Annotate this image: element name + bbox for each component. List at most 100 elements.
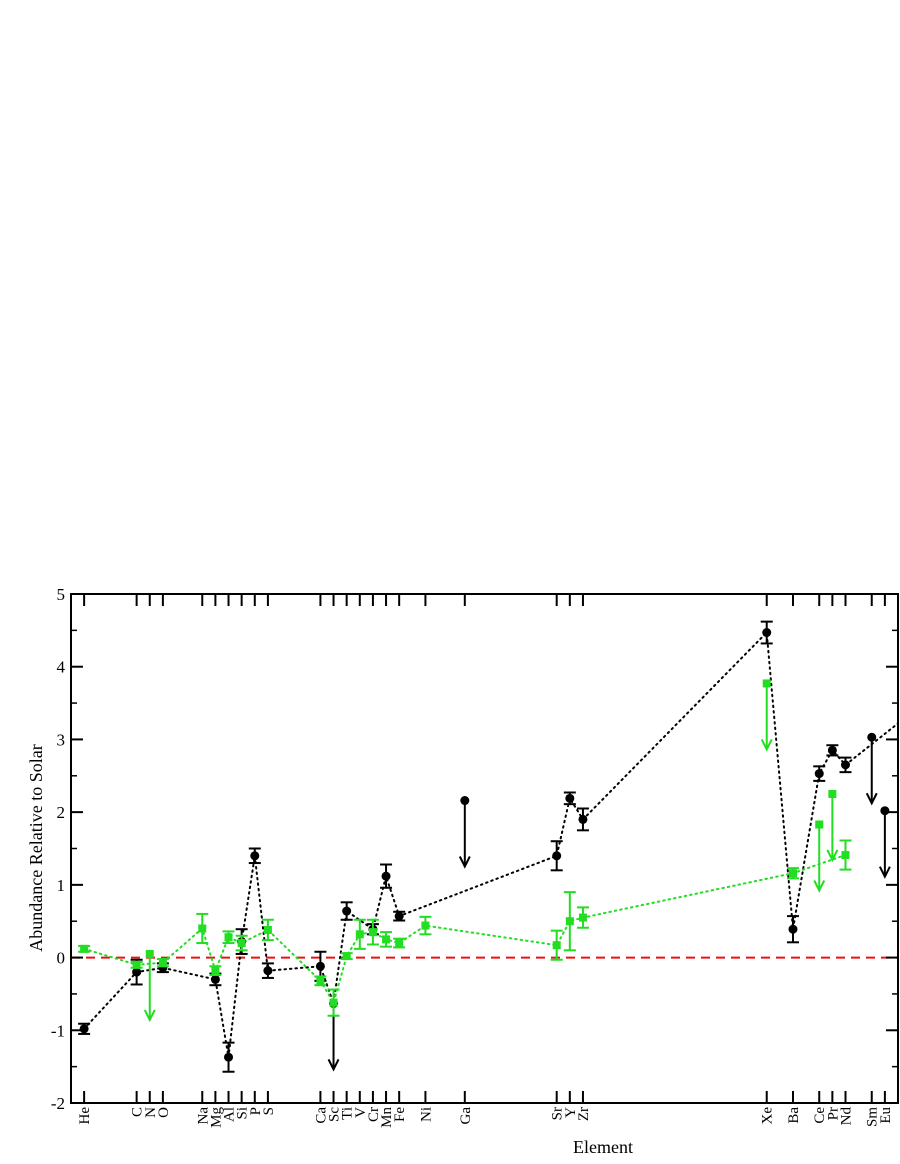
data-point-series-1 <box>865 732 878 806</box>
square-marker <box>578 913 587 922</box>
upper-limit-arrow-head <box>458 856 471 869</box>
square-marker <box>762 679 771 688</box>
x-tick-label-fe: Fe <box>392 1107 408 1122</box>
circle-marker <box>762 628 772 638</box>
y-tick-label: -2 <box>51 1094 65 1113</box>
circle-marker <box>79 1024 89 1034</box>
circle-marker <box>788 924 798 934</box>
data-point-series-2 <box>314 975 327 987</box>
x-tick-label-y: Y <box>563 1107 579 1118</box>
data-point-series-2 <box>235 934 248 952</box>
plot-frame <box>70 593 899 1104</box>
data-point-series-2 <box>327 988 340 1017</box>
x-tick-label-he: He <box>77 1107 93 1125</box>
x-tick-label-pr: Pr <box>825 1107 841 1120</box>
data-point-series-1 <box>576 807 589 832</box>
square-marker <box>80 944 89 953</box>
square-marker <box>395 939 404 948</box>
x-axis-label: Element <box>573 1137 633 1157</box>
data-point-series-2 <box>813 820 826 893</box>
circle-marker <box>460 796 470 806</box>
x-tick-label-ti: Ti <box>340 1107 356 1120</box>
data-point-series-2 <box>130 960 143 969</box>
square-marker <box>565 917 574 926</box>
data-point-series-2 <box>366 918 379 946</box>
y-axis-label: Abundance Relative to Solar <box>26 744 46 951</box>
data-point-series-1 <box>563 791 576 806</box>
x-tick-label-ga: Ga <box>458 1107 474 1125</box>
circle-marker <box>342 906 352 916</box>
x-tick-label-n: N <box>143 1107 159 1118</box>
data-point-series-2 <box>760 679 773 752</box>
y-tick-label: 1 <box>57 876 66 895</box>
x-tick-label-na: Na <box>195 1107 211 1125</box>
data-point-series-2 <box>419 915 432 936</box>
square-marker <box>382 935 391 944</box>
x-tick-label-mg: Mg <box>208 1107 224 1128</box>
data-point-series-2 <box>563 891 576 952</box>
square-marker <box>368 928 377 937</box>
x-tick-label-mn: Mn <box>379 1107 395 1128</box>
data-point-series-1 <box>248 847 261 865</box>
x-tick-label-p: P <box>248 1107 264 1115</box>
y-tick-label: 3 <box>57 730 66 749</box>
upper-limit-arrow-head <box>327 1058 340 1072</box>
x-tick-label-ba: Ba <box>786 1107 802 1124</box>
circle-marker <box>880 806 890 816</box>
x-tick-label-sm: Sm <box>865 1107 881 1127</box>
x-tick-label-sr: Sr <box>550 1107 566 1120</box>
y-tick-label: 5 <box>57 585 66 604</box>
data-point-series-2 <box>209 965 222 977</box>
data-point-series-1 <box>340 901 353 921</box>
data-point-series-2 <box>576 906 589 929</box>
data-point-series-2 <box>222 930 235 945</box>
x-tick-label-c: C <box>130 1107 146 1117</box>
square-marker <box>421 921 430 930</box>
x-tick-label-si: Si <box>235 1107 251 1120</box>
square-marker <box>237 939 246 948</box>
x-tick-label-eu: Eu <box>878 1107 894 1124</box>
data-point-series-2 <box>78 944 91 953</box>
circle-marker <box>315 961 325 971</box>
data-point-series-1 <box>878 806 891 879</box>
circle-marker <box>552 851 562 861</box>
trend-line-series-1 <box>83 630 899 1058</box>
data-point-series-2 <box>353 918 366 950</box>
data-point-series-1 <box>380 863 393 889</box>
square-marker <box>316 976 325 985</box>
circle-marker <box>263 966 273 976</box>
data-point-series-2 <box>143 949 156 1023</box>
circle-marker <box>132 967 142 977</box>
circle-marker <box>814 769 824 779</box>
y-tick-label: 2 <box>57 803 66 822</box>
circle-marker <box>250 851 260 861</box>
data-point-series-2 <box>550 929 563 961</box>
circle-marker <box>578 814 588 824</box>
data-point-series-1 <box>393 910 406 922</box>
circle-marker <box>394 911 404 921</box>
data-point-series-1 <box>458 796 471 869</box>
upper-limit-arrow-head <box>760 738 773 752</box>
x-tick-label-cr: Cr <box>366 1107 382 1122</box>
x-tick-label-ca: Ca <box>313 1107 329 1124</box>
square-marker <box>355 930 364 939</box>
square-marker <box>828 789 837 798</box>
circle-marker <box>867 732 877 742</box>
square-marker <box>815 820 824 829</box>
square-marker <box>788 869 797 878</box>
data-point-series-1 <box>760 620 773 645</box>
square-marker <box>841 851 850 860</box>
data-point-series-2 <box>786 867 799 880</box>
x-tick-label-sc: Sc <box>327 1107 343 1122</box>
square-marker <box>224 933 233 942</box>
square-marker <box>198 924 207 933</box>
data-point-series-2 <box>380 931 393 948</box>
square-marker <box>145 949 154 958</box>
circle-marker <box>210 974 220 984</box>
data-point-series-2 <box>261 918 274 942</box>
circle-marker <box>224 1052 234 1062</box>
data-point-series-1 <box>550 840 563 872</box>
data-point-series-2 <box>393 937 406 949</box>
